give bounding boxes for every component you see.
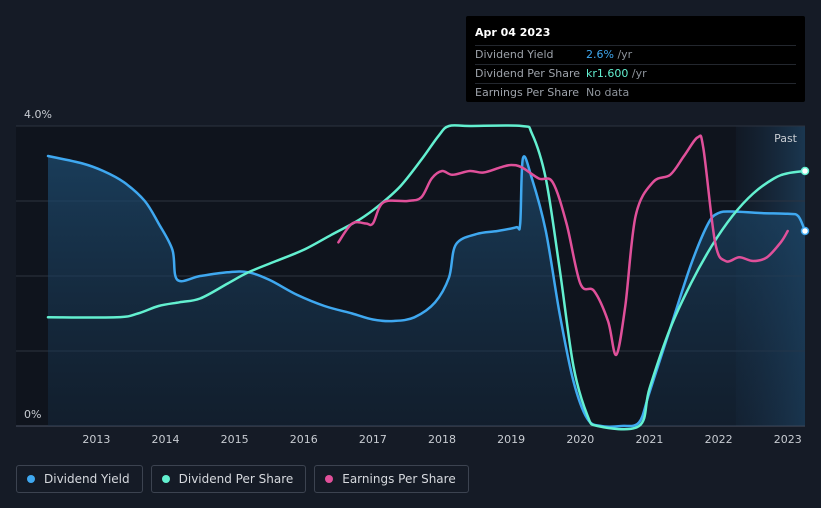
legend-dot-icon [325,475,334,483]
legend-label: Earnings Per Share [342,472,456,486]
legend-label: Dividend Per Share [178,472,294,486]
y-tick-label: 4.0% [24,108,52,121]
tooltip-row-dividend-per-share: Dividend Per Share kr1.600 /yr [475,64,796,83]
x-tick-label: 2017 [359,433,387,446]
tooltip-unit: /yr [628,67,647,80]
x-tick-label: 2021 [635,433,663,446]
tooltip-label: Dividend Per Share [475,67,581,80]
x-tick-label: 2022 [705,433,733,446]
legend-dividend-per-share[interactable]: Dividend Per Share [150,465,307,493]
x-tick-label: 2015 [221,433,249,446]
tooltip-row-earnings-per-share: Earnings Per Share No data [475,83,796,102]
x-tick-label: 2020 [566,433,594,446]
hover-tooltip: Apr 04 2023 Dividend Yield 2.6% /yr Divi… [466,16,805,102]
earnings-per-share-line [337,134,789,357]
dividend-per-share-line [46,124,807,431]
x-tick-label: 2013 [82,433,110,446]
dividend-yield-area [48,156,805,427]
x-tick-label: 2016 [290,433,318,446]
x-tick-label: 2014 [152,433,180,446]
tooltip-value: No data [586,86,630,99]
tooltip-date: Apr 04 2023 [475,26,551,39]
dividend-yield-line [46,154,807,428]
tooltip-label: Dividend Yield [475,48,554,61]
y-tick-label: 0% [24,408,41,421]
legend-dot-icon [27,475,35,483]
legend-dividend-yield[interactable]: Dividend Yield [16,465,143,493]
tooltip-value: 2.6% [586,48,614,61]
tooltip-row-dividend-yield: Dividend Yield 2.6% /yr [475,45,796,64]
dividend-per-share-end-marker [800,166,810,176]
past-label: Past [774,132,798,145]
tooltip-value: kr1.600 [586,67,629,80]
x-tick-label: 2018 [428,433,456,446]
tooltip-label: Earnings Per Share [475,86,580,99]
dividend-yield-end-marker [800,226,810,236]
legend-label: Dividend Yield [44,472,130,486]
tooltip-unit: /yr [613,48,633,61]
legend-earnings-per-share[interactable]: Earnings Per Share [314,465,469,493]
x-tick-label: 2023 [774,433,802,446]
legend-dot-icon [161,475,170,483]
chart-legend: Dividend Yield Dividend Per Share Earnin… [16,465,469,493]
x-tick-label: 2019 [497,433,525,446]
